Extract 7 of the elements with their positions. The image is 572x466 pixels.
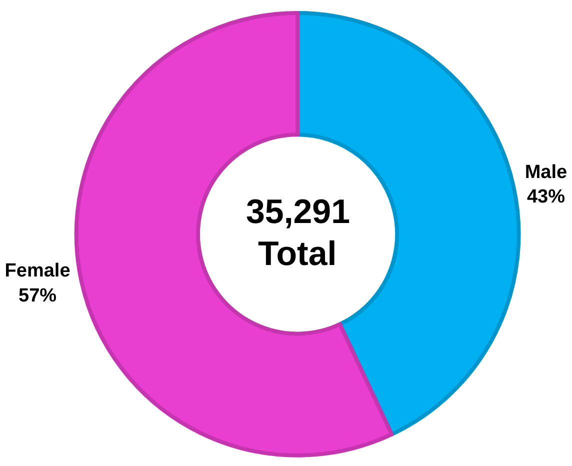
text: Total: [258, 235, 337, 273]
slice-label: Male: [524, 162, 568, 183]
slice-label: Female: [4, 260, 70, 282]
data-label: 43%: [526, 186, 566, 208]
text: 35,291: [246, 193, 350, 231]
data-label: 57%: [18, 285, 57, 306]
donut-slice: [74, 10, 394, 458]
